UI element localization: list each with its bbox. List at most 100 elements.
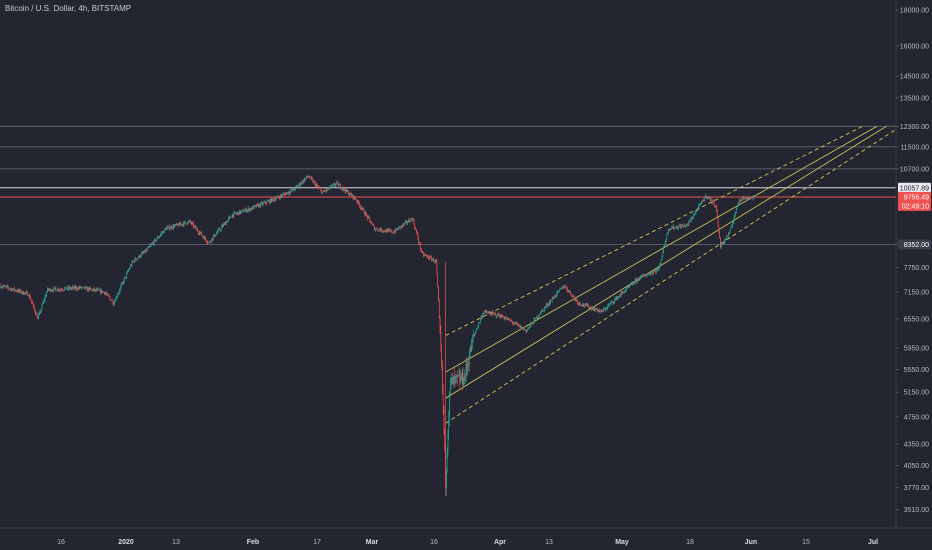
candle-666 <box>526 329 528 333</box>
candle-432 <box>341 187 343 191</box>
candle-189 <box>149 244 151 247</box>
candle-777 <box>614 297 615 304</box>
candle-512 <box>404 219 406 224</box>
x-tick-label-13: Jul <box>868 539 878 546</box>
candle-916 <box>724 239 725 246</box>
candle-485 <box>383 229 385 234</box>
candle-728 <box>575 298 577 302</box>
candle-953 <box>753 194 755 201</box>
candle-147 <box>116 295 118 299</box>
candle-785 <box>620 291 622 299</box>
candle-939 <box>742 197 743 202</box>
candle-700 <box>553 296 555 300</box>
candle-376 <box>297 185 299 187</box>
candle-899 <box>710 196 712 204</box>
candle-470 <box>371 222 373 225</box>
candle-675 <box>533 316 535 324</box>
candle-440 <box>348 189 349 196</box>
candle-890 <box>703 199 705 203</box>
candle-188 <box>148 245 150 248</box>
candle-4 <box>3 285 5 288</box>
candle-343 <box>271 198 273 203</box>
candle-807 <box>637 277 639 281</box>
candle-212 <box>167 226 169 228</box>
candle-256 <box>202 235 204 238</box>
candle-126 <box>99 288 101 295</box>
candle-400 <box>316 182 318 187</box>
candle-826 <box>652 270 654 275</box>
candle-526 <box>415 228 417 233</box>
candle-694 <box>548 300 550 307</box>
candle-665 <box>525 330 527 334</box>
candle-469 <box>370 221 372 225</box>
candle-799 <box>631 282 633 286</box>
y-tick-label-14: 4750.00 <box>904 414 929 421</box>
candle-254 <box>201 230 202 236</box>
y-tick-label-16: 4050.00 <box>904 463 929 470</box>
candle-320 <box>253 204 254 211</box>
candle-155 <box>122 280 124 285</box>
candle-540 <box>427 254 428 259</box>
y-tick-label-1: 16000.00 <box>900 43 929 50</box>
candle-616 <box>487 311 488 314</box>
candle-486 <box>384 229 386 232</box>
candle-549 <box>434 260 435 264</box>
candle-651 <box>514 321 516 324</box>
candle-498 <box>393 229 395 234</box>
candle-391 <box>309 175 311 179</box>
candle-141 <box>111 300 113 302</box>
candle-588 <box>464 374 466 381</box>
candle-660 <box>521 327 523 330</box>
y-tick-label-17: 3770.00 <box>904 485 929 492</box>
candle-461 <box>364 211 366 218</box>
candle-76 <box>60 288 62 291</box>
candle-338 <box>267 199 269 202</box>
candle-217 <box>171 227 173 230</box>
candle-647 <box>511 320 513 323</box>
candle-129 <box>102 291 104 294</box>
candle-54 <box>43 299 44 304</box>
candle-696 <box>550 298 551 305</box>
candle-815 <box>644 273 645 277</box>
candle-949 <box>750 197 751 200</box>
candle-248 <box>196 227 198 230</box>
candle-943 <box>745 195 747 199</box>
candle-446 <box>352 194 354 201</box>
candle-353 <box>279 195 281 201</box>
candle-114 <box>90 288 92 290</box>
candle-116 <box>92 288 93 293</box>
price-label-2: 02:49:10 <box>902 203 929 210</box>
candle-626 <box>494 311 496 316</box>
candle-453 <box>358 199 360 205</box>
candle-924 <box>730 226 732 231</box>
candle-280 <box>221 224 223 228</box>
candle-30 <box>24 292 25 296</box>
candle-445 <box>351 194 353 197</box>
candle-602 <box>476 327 477 332</box>
candle-264 <box>209 240 210 244</box>
candle-130 <box>103 290 104 293</box>
candle-144 <box>114 299 115 307</box>
candle-935 <box>739 197 740 204</box>
candle-364 <box>288 190 289 196</box>
candle-184 <box>145 248 147 253</box>
candle-733 <box>579 301 581 306</box>
candle-898 <box>709 197 711 201</box>
candle-75 <box>59 287 61 292</box>
candle-819 <box>647 272 649 275</box>
candle-246 <box>194 225 196 228</box>
candle-692 <box>547 302 548 308</box>
candle-273 <box>216 231 217 236</box>
candle-483 <box>382 230 383 233</box>
candle-7 <box>5 286 7 288</box>
candle-657 <box>519 324 521 329</box>
candle-378 <box>299 181 300 187</box>
candle-630 <box>498 311 499 317</box>
candle-285 <box>225 221 227 226</box>
x-tick-label-9: May <box>615 539 629 546</box>
candle-39 <box>31 300 32 305</box>
candle-600 <box>474 333 476 337</box>
candle-363 <box>287 192 288 195</box>
candle-253 <box>200 232 202 235</box>
